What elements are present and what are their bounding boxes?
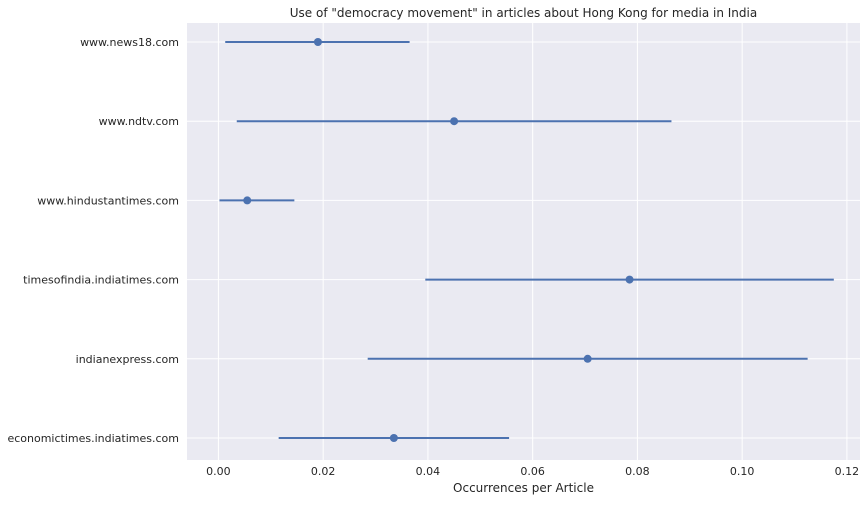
plot-area xyxy=(187,23,860,460)
chart-title: Use of "democracy movement" in articles … xyxy=(290,6,757,20)
data-point xyxy=(450,117,459,126)
x-tick-label: 0.10 xyxy=(730,465,755,478)
x-tick-label: 0.04 xyxy=(416,465,441,478)
x-tick-label: 0.12 xyxy=(835,465,860,478)
y-tick-label: www.hindustantimes.com xyxy=(37,194,179,207)
data-point xyxy=(583,354,592,363)
y-axis-ticks: www.news18.com www.ndtv.com www.hindustant… xyxy=(7,36,179,445)
data-series xyxy=(219,38,834,442)
x-axis-label: Occurrences per Article xyxy=(453,481,594,495)
data-point xyxy=(243,196,252,205)
y-tick-label: indianexpress.com xyxy=(76,353,179,366)
data-point xyxy=(313,38,322,46)
x-tick-label: 0.02 xyxy=(311,465,336,478)
data-point xyxy=(625,275,634,284)
x-tick-label: 0.00 xyxy=(206,465,231,478)
x-tick-label: 0.06 xyxy=(520,465,545,478)
y-tick-label: www.ndtv.com xyxy=(99,115,179,128)
y-tick-label: timesofindia.indiatimes.com xyxy=(23,274,179,287)
y-tick-label: www.news18.com xyxy=(80,36,179,49)
x-axis-ticks: 0.00 0.02 0.04 0.06 0.08 0.10 0.12 xyxy=(206,465,859,478)
y-tick-label: economictimes.indiatimes.com xyxy=(7,432,179,445)
x-tick-label: 0.08 xyxy=(625,465,650,478)
data-point xyxy=(389,434,398,442)
